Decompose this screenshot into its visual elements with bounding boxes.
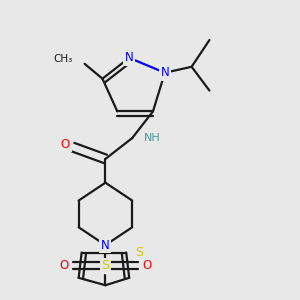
Text: O: O: [142, 260, 152, 272]
Text: CH₃: CH₃: [53, 54, 73, 64]
Text: N: N: [101, 238, 110, 252]
Text: N: N: [125, 51, 134, 64]
Text: O: O: [59, 260, 68, 272]
Text: N: N: [160, 66, 169, 79]
Text: S: S: [101, 260, 110, 272]
Text: S: S: [135, 246, 143, 259]
Text: O: O: [61, 138, 70, 151]
Text: NH: NH: [144, 133, 161, 143]
